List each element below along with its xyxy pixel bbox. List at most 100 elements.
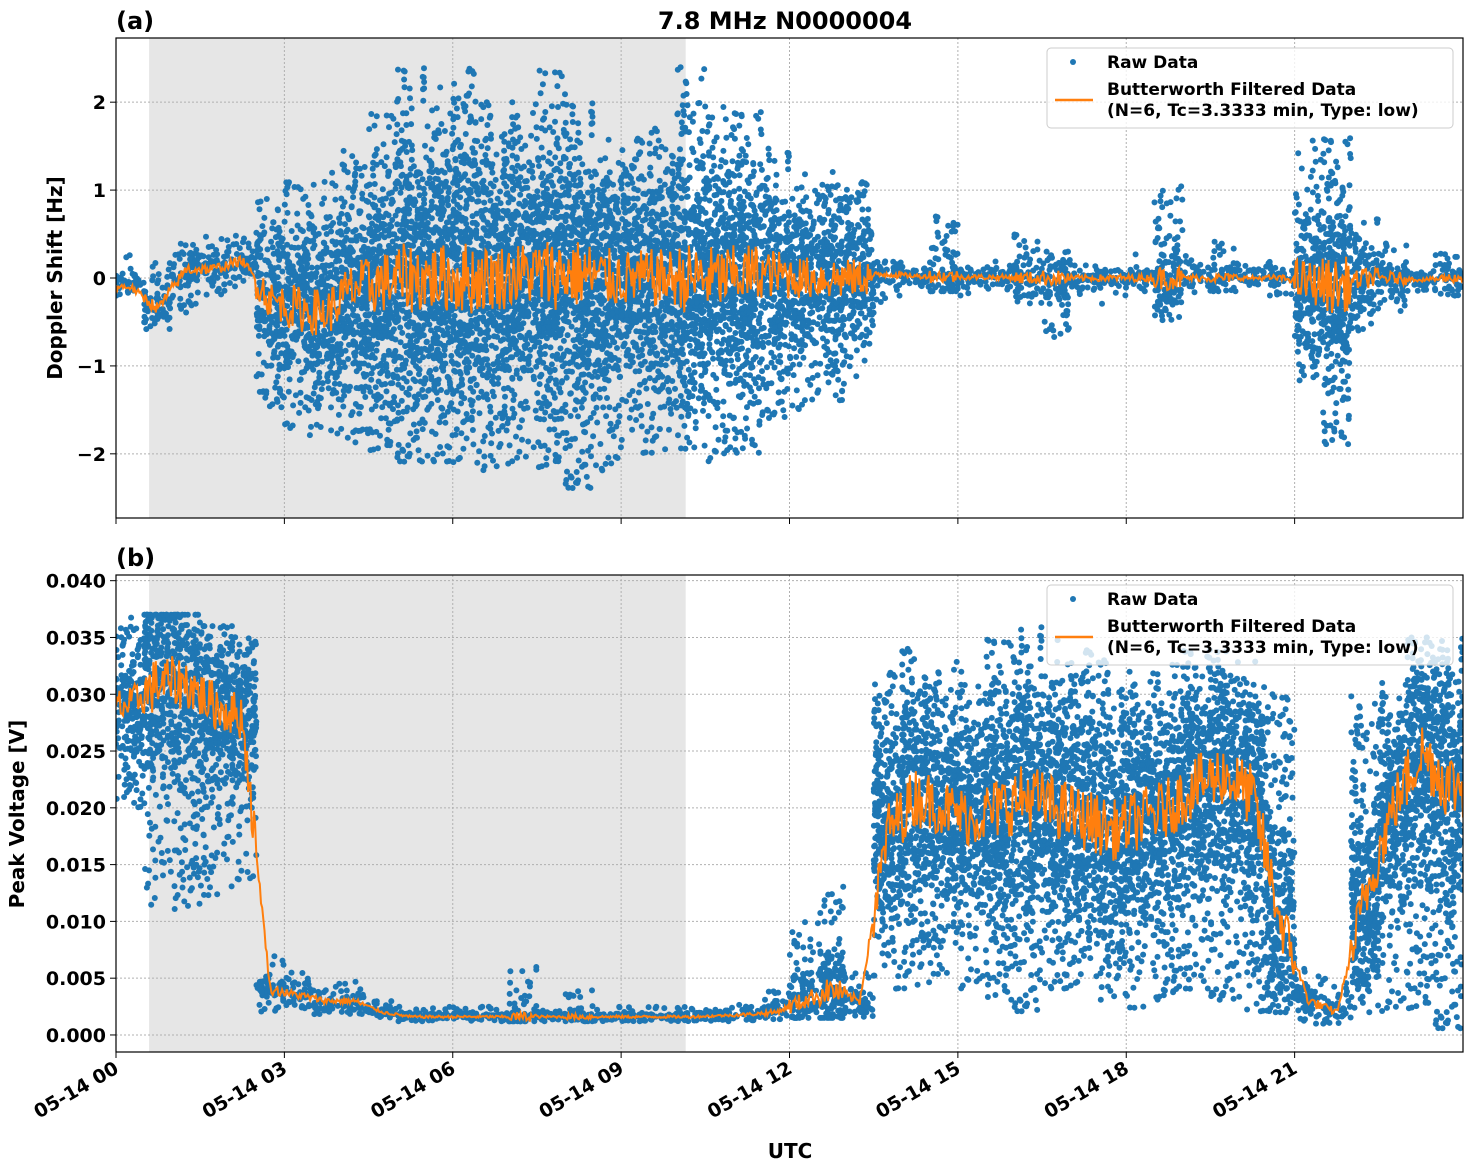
raw-point [554,135,561,142]
raw-point [365,362,372,369]
raw-point [401,365,408,372]
raw-point [389,238,396,245]
raw-point [433,105,440,112]
raw-point [337,341,344,347]
raw-point [341,162,348,169]
raw-point [377,370,384,377]
raw-point [320,288,327,295]
raw-point [328,222,334,229]
raw-point [473,381,480,388]
raw-point [395,441,402,448]
raw-point [436,354,443,360]
raw-point [406,194,413,201]
raw-point [500,168,507,174]
raw-point [358,298,365,305]
raw-point [584,202,590,208]
raw-point [200,253,207,260]
raw-point [286,376,293,383]
raw-point [296,409,303,416]
raw-point [383,112,390,119]
raw-point [268,238,275,245]
raw-point [339,265,346,272]
raw-point [389,249,396,256]
raw-point [334,430,341,437]
raw-point [598,465,605,472]
raw-point [484,145,491,152]
raw-point [539,231,546,238]
raw-point [529,337,536,344]
raw-point [405,332,412,339]
raw-point [399,145,406,152]
raw-point [450,329,457,335]
raw-point [472,119,479,126]
raw-point [509,144,516,151]
raw-point [253,263,260,270]
raw-point [455,337,462,344]
raw-point [594,337,601,344]
raw-point [254,317,261,324]
raw-point [300,270,307,277]
raw-point [308,423,314,430]
raw-point [256,323,263,330]
raw-point [439,205,446,212]
raw-point [438,180,445,187]
raw-point [462,216,469,222]
raw-point [302,257,309,264]
raw-point [532,101,539,108]
raw-point [370,172,377,179]
raw-point [255,199,261,206]
raw-point [554,83,561,90]
raw-point [435,193,442,200]
raw-point [560,353,567,360]
raw-point [437,310,444,317]
raw-point [411,393,418,400]
raw-point [422,214,428,221]
raw-point [230,241,237,248]
raw-point [310,181,317,188]
raw-point [456,234,463,241]
raw-point [516,424,523,431]
raw-point [278,235,284,242]
raw-point [379,186,386,193]
raw-point [509,114,516,121]
raw-point [600,297,606,304]
raw-point [487,180,494,187]
raw-point [393,131,400,138]
raw-point [345,184,352,191]
raw-point [514,454,521,461]
raw-point [315,394,322,401]
raw-point [575,363,582,370]
raw-point [587,208,594,215]
raw-point [377,197,383,204]
raw-point [572,435,578,442]
raw-point [116,291,123,298]
raw-point [365,245,372,252]
raw-point [358,247,365,254]
raw-point [421,65,427,72]
raw-point [434,340,441,347]
raw-point [442,419,449,426]
raw-point [375,309,382,316]
raw-point [348,204,355,211]
raw-point [483,99,490,106]
raw-point [557,213,564,220]
raw-point [278,404,285,411]
raw-point [169,271,176,278]
raw-point [333,347,340,354]
raw-point [533,135,540,142]
raw-point [534,243,541,249]
raw-point [328,228,335,235]
raw-point [415,169,422,176]
raw-point [166,326,173,332]
raw-point [226,280,233,286]
raw-point [495,359,502,366]
raw-point [378,415,385,422]
raw-point [132,280,139,287]
raw-point [338,231,345,238]
raw-point [429,169,436,176]
raw-point [221,253,227,260]
raw-point [171,261,177,268]
raw-point [347,237,354,244]
raw-point [517,191,524,198]
raw-point [419,426,426,433]
